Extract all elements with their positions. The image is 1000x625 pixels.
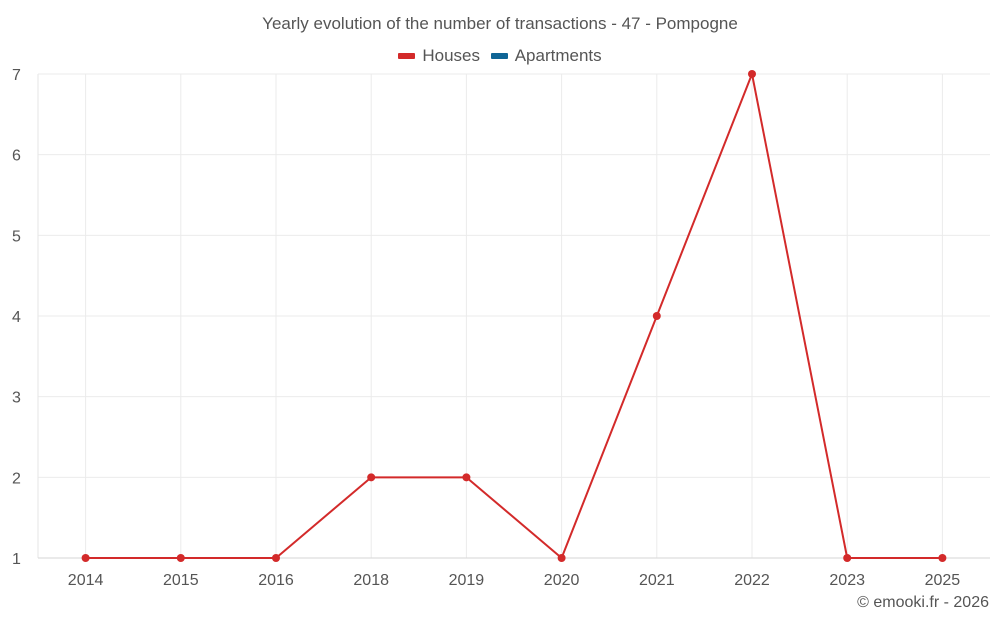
axes: 1 2 3 4 5 6 7 2014 2015 2016 2018 2019 2020 2021 2022 2… xyxy=(12,67,990,589)
legend-swatch-houses xyxy=(398,53,416,59)
grid xyxy=(38,73,990,559)
legend-item-apartments[interactable]: Apartments xyxy=(490,46,602,66)
data-point-houses-2025 xyxy=(938,554,947,562)
legend-swatch-apartments xyxy=(490,53,508,59)
x-tick-label-2021: 2021 xyxy=(639,572,675,589)
legend-label-apartments: Apartments xyxy=(514,46,602,65)
series-line-houses xyxy=(85,73,943,559)
data-point-houses-2021 xyxy=(652,312,661,320)
x-tick-label-2015: 2015 xyxy=(163,572,199,589)
x-tick-label-2025: 2025 xyxy=(925,572,961,589)
x-tick-label-2023: 2023 xyxy=(829,572,865,589)
y-tick-label-4: 4 xyxy=(12,309,21,326)
chart-title: Yearly evolution of the number of transa… xyxy=(262,14,738,33)
y-tick-label-5: 5 xyxy=(12,228,21,245)
x-tick-label-2016: 2016 xyxy=(258,572,294,589)
data-point-houses-2018 xyxy=(367,473,376,482)
x-tick-label-2022: 2022 xyxy=(734,572,770,589)
x-tick-label-2019: 2019 xyxy=(449,572,485,589)
y-tick-label-6: 6 xyxy=(12,148,21,165)
series-layer xyxy=(81,70,947,562)
y-tick-label-2: 2 xyxy=(12,470,21,487)
credit: © emooki.fr - 2026 xyxy=(857,594,989,611)
data-point-houses-2023 xyxy=(843,554,852,562)
data-point-houses-2022 xyxy=(748,70,756,78)
y-tick-label-1: 1 xyxy=(12,551,21,568)
data-point-houses-2014 xyxy=(81,554,90,562)
x-tick-label-2014: 2014 xyxy=(68,572,104,589)
x-tick-label-2018: 2018 xyxy=(353,572,389,589)
data-point-houses-2015 xyxy=(176,554,185,562)
data-point-houses-2016 xyxy=(272,554,280,562)
y-tick-label-7: 7 xyxy=(12,67,21,84)
legend-item-houses[interactable]: Houses xyxy=(398,46,480,66)
y-tick-label-3: 3 xyxy=(12,390,21,407)
legend: Houses Apartments xyxy=(0,44,1000,66)
data-point-houses-2020 xyxy=(557,554,566,562)
legend-label-houses: Houses xyxy=(422,46,480,65)
data-point-houses-2019 xyxy=(462,473,471,482)
x-tick-label-2020: 2020 xyxy=(544,572,580,589)
